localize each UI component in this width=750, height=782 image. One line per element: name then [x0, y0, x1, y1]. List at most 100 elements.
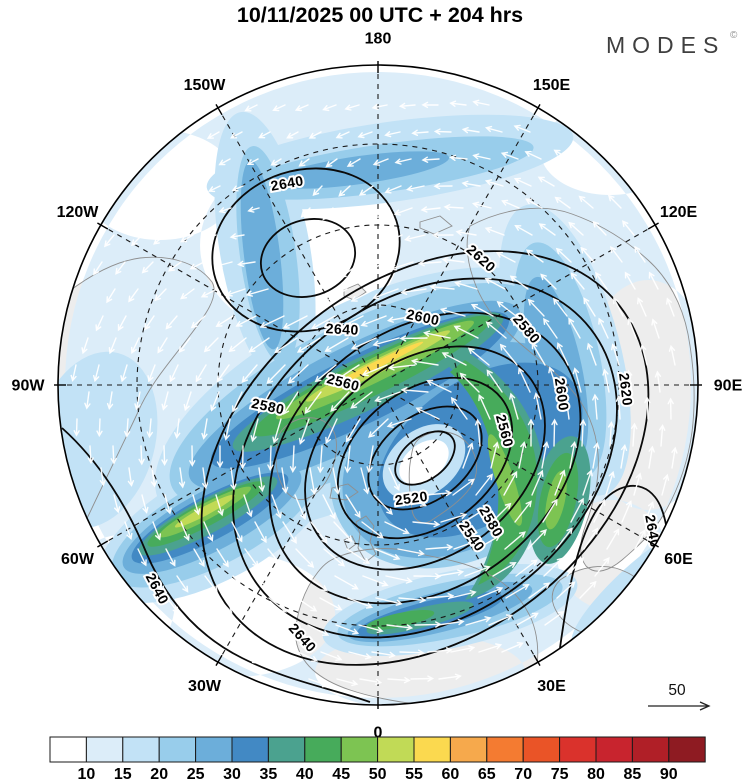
wind-arrow — [230, 131, 243, 139]
wind-arrow — [613, 296, 624, 317]
wind-arrow — [167, 158, 180, 168]
wind-arrow — [218, 207, 232, 214]
wind-arrow — [540, 273, 557, 290]
wind-arrow — [556, 581, 576, 599]
wind-arrow — [120, 364, 128, 383]
wind-arrow — [178, 467, 186, 489]
wind-arrow — [413, 573, 442, 580]
wind-arrow — [501, 642, 524, 653]
wind-arrow — [471, 253, 493, 263]
wind-arrow — [350, 288, 376, 302]
wind-arrow — [518, 367, 531, 393]
wind-arrow — [610, 246, 623, 263]
wind-arrow — [131, 337, 140, 355]
colorbar-cell — [231, 736, 269, 763]
wind-arrow — [476, 535, 501, 550]
wind-arrow — [527, 529, 547, 550]
wind-arrow — [345, 418, 361, 443]
wind-arrow — [193, 548, 205, 568]
wind-arrow — [165, 315, 178, 330]
wind-arrow — [501, 199, 520, 209]
wind-arrow — [157, 337, 168, 354]
wind-arrow — [608, 421, 615, 447]
wind-arrow — [73, 418, 80, 437]
wind-arrow — [141, 494, 149, 514]
wind-arrow — [527, 418, 535, 447]
wind-arrow — [362, 261, 386, 275]
wind-arrow — [333, 521, 353, 543]
wind-arrow — [103, 234, 115, 248]
wind-arrow — [400, 288, 427, 295]
wind-arrow — [336, 678, 359, 687]
wind-arrow — [195, 364, 207, 383]
wind-arrow — [231, 185, 244, 192]
compass-label-layer: 0 30E 60E 90E 120E 150E 180 150W 120W 90W 60W 30W — [12, 31, 743, 742]
colorbar-cell — [668, 736, 706, 763]
compass-label: 90E — [714, 378, 743, 395]
wind-arrow — [421, 101, 439, 109]
wind-arrow — [237, 260, 256, 267]
wind-arrow — [215, 315, 234, 327]
wind-arrow — [513, 124, 531, 133]
wind-arrow — [228, 624, 245, 639]
rim-tick — [215, 654, 223, 666]
wind-arrow — [204, 575, 218, 593]
wind-arrow — [467, 347, 490, 366]
wind-arrow — [580, 246, 595, 263]
wind-arrow — [397, 548, 425, 557]
wind-arrow — [153, 234, 166, 245]
wind-arrow — [465, 616, 492, 626]
wind-arrow — [298, 158, 310, 167]
colorbar-tick-label: 25 — [187, 766, 205, 782]
colorbar-tick-label: 65 — [478, 766, 496, 782]
wind-arrow — [130, 234, 143, 247]
wind-arrow — [241, 651, 259, 664]
brand-mark: © — [730, 30, 738, 41]
wind-arrow — [165, 548, 176, 567]
wind-arrow — [117, 315, 127, 332]
wind-arrow — [553, 149, 570, 160]
wind-arrow — [661, 473, 670, 496]
wind-arrow — [297, 651, 319, 662]
wind-arrow — [332, 467, 341, 495]
rim-tick — [97, 540, 109, 548]
wind-arrow — [626, 369, 633, 393]
wind-arrow — [298, 418, 310, 445]
wind-arrow — [578, 195, 594, 209]
wind-arrow — [511, 319, 530, 339]
wind-arrow — [168, 261, 182, 272]
wind-arrow — [514, 500, 532, 523]
wind-arrow — [246, 158, 259, 165]
wind-arrow — [294, 104, 309, 112]
compass-label: 30W — [188, 678, 222, 695]
wind-arrow — [189, 597, 204, 614]
wind-arrow — [592, 393, 599, 420]
wind-arrow — [169, 364, 179, 383]
wind-arrow — [248, 337, 270, 353]
wind-arrow — [138, 445, 145, 466]
wind-arrow — [666, 297, 675, 317]
wind-arrow — [245, 288, 269, 297]
wind-arrow — [412, 520, 441, 528]
wind-arrow — [384, 185, 402, 194]
colorbar-tick-label: 55 — [405, 766, 423, 782]
wind-arrow — [432, 231, 454, 239]
wind-arrow — [409, 312, 438, 319]
wind-arrow — [537, 176, 555, 187]
colorbar-cell — [449, 736, 488, 763]
wind-arrow — [477, 586, 504, 599]
compass-label: 150W — [184, 77, 227, 94]
wind-arrow — [210, 391, 220, 412]
wind-arrow — [386, 315, 415, 323]
wind-arrow — [531, 342, 546, 366]
wind-arrow — [620, 443, 628, 469]
wind-arrow — [247, 206, 260, 213]
wind-arrow — [164, 494, 172, 515]
graticule-layer — [65, 72, 691, 698]
reference-arrow-legend: 50 — [648, 682, 711, 711]
wind-arrow — [216, 445, 224, 469]
wind-arrow — [106, 391, 114, 410]
wind-arrow — [513, 177, 532, 187]
wind-arrow — [176, 575, 189, 593]
